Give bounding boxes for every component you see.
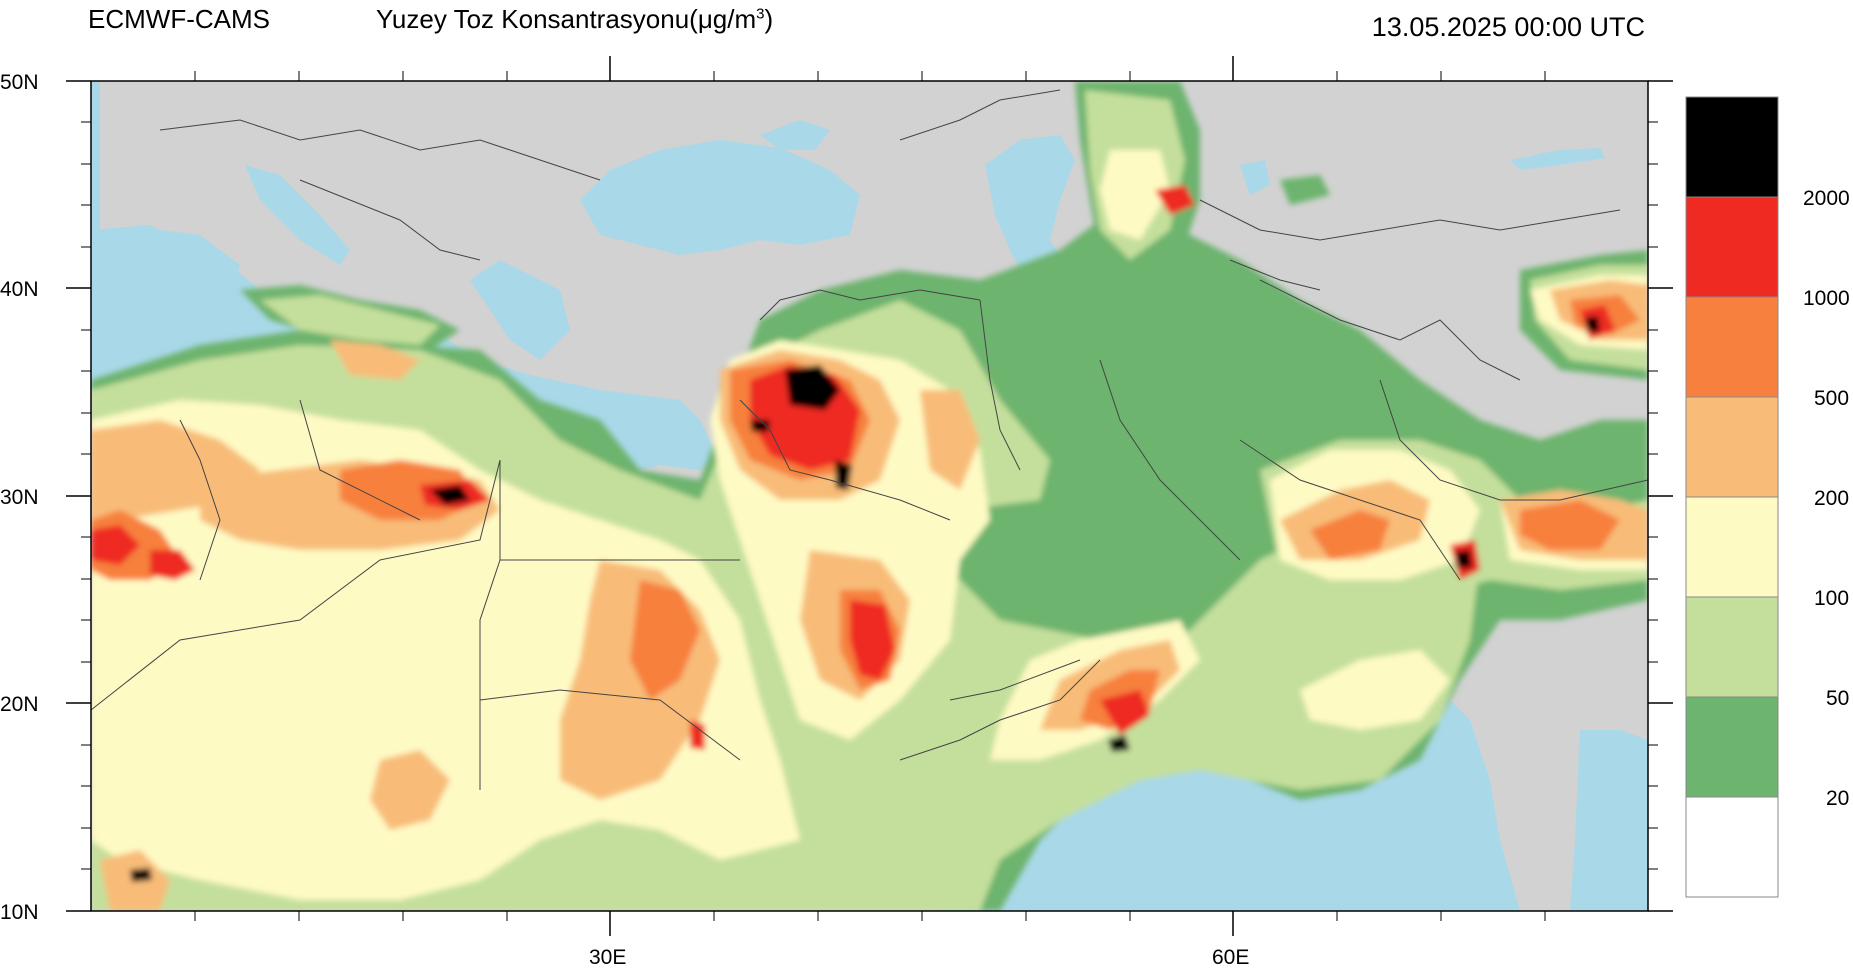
legend-label-20: 20 — [1826, 787, 1849, 810]
legend-swatch-20 — [1686, 697, 1778, 797]
balkhash-lake — [1510, 148, 1605, 170]
legend-label-100: 100 — [1814, 587, 1849, 610]
legend-swatch-below-20 — [1686, 797, 1778, 897]
lat-label-10n: 10N — [0, 901, 39, 924]
legend-label-50: 50 — [1826, 687, 1849, 710]
bay-of-bengal — [1570, 730, 1648, 911]
sea-of-azov — [760, 120, 830, 150]
dust-field — [91, 81, 1648, 911]
tick-marks — [66, 56, 1673, 936]
legend-swatch-100 — [1686, 497, 1778, 597]
lat-label-30n: 30N — [0, 486, 39, 509]
legend-label-2000: 2000 — [1803, 187, 1850, 210]
model-title: ECMWF-CAMS — [88, 4, 270, 34]
legend-swatch-2000-plus — [1686, 97, 1778, 197]
legend-swatch-500 — [1686, 297, 1778, 397]
legend-label-1000: 1000 — [1803, 287, 1850, 310]
black-sea — [580, 140, 860, 255]
tyrrhenian-sea — [160, 230, 240, 300]
lon-label-60e: 60E — [1212, 946, 1249, 969]
aral-sea — [1240, 160, 1270, 195]
country-borders — [91, 89, 1648, 790]
dust-band-2000 — [130, 316, 1600, 882]
valid-time: 13.05.2025 00:00 UTC — [1371, 12, 1645, 42]
lat-label-40n: 40N — [0, 278, 39, 301]
map-area — [91, 81, 1648, 911]
legend-swatch-1000 — [1686, 197, 1778, 297]
legend-swatch-50 — [1686, 597, 1778, 697]
adriatic-sea — [245, 165, 350, 265]
lat-label-20n: 20N — [0, 693, 39, 716]
lon-label-30e: 30E — [589, 946, 626, 969]
lat-label-50n: 50N — [0, 71, 39, 94]
field-title-close: ) — [764, 4, 774, 34]
legend-label-500: 500 — [1814, 387, 1849, 410]
unit-exponent: 3 — [756, 5, 765, 23]
minor-tick-marks — [81, 71, 1658, 921]
aegean-sea — [470, 260, 570, 360]
atlantic-edge — [91, 81, 100, 380]
field-title-text: Yuzey Toz Konsantrasyonu(μg/m — [376, 4, 757, 34]
field-title: Yuzey Toz Konsantrasyonu(μg/m3) — [376, 4, 773, 35]
legend-label-200: 200 — [1814, 487, 1849, 510]
color-legend: 2000 1000 500 200 100 50 20 — [1685, 96, 1850, 898]
legend-swatch-200 — [1686, 397, 1778, 497]
